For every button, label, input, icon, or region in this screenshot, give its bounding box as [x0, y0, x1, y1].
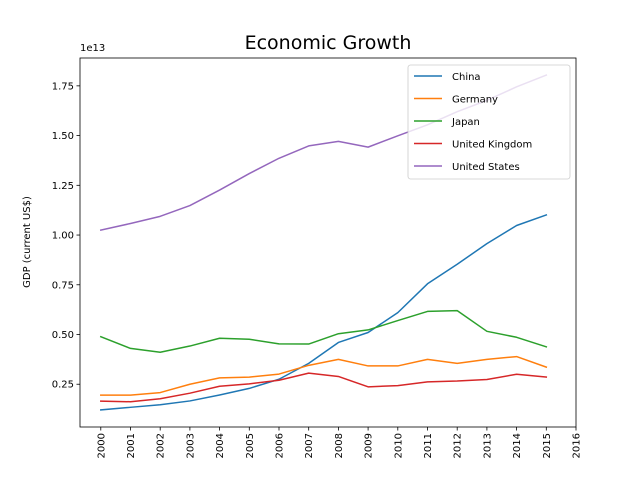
- x-tick-label: 2007: [304, 433, 315, 458]
- axes-frame: [79, 57, 577, 428]
- x-tick-label: 2006: [274, 433, 285, 458]
- y-tick-label: 1.25: [52, 181, 74, 192]
- plot-area: 2000 2001 2002 2003 2004 2005 2006 2007 2008 2009…: [52, 57, 583, 458]
- x-tick-label: 2014: [512, 433, 523, 458]
- x-tick-label: 2000: [96, 433, 107, 458]
- legend-label-germany: Germany: [452, 95, 498, 106]
- x-tick-label: 2001: [126, 433, 137, 458]
- y-offset-label: 1e13: [80, 43, 105, 54]
- x-tick-label: 2005: [245, 433, 256, 458]
- y-axis-label: GDP (current US$): [22, 196, 33, 288]
- series-line-china: [99, 213, 548, 411]
- y-tick-label: 0.75: [52, 280, 74, 291]
- legend-label-united-kingdom: United Kingdom: [452, 140, 532, 151]
- y-tick-label: 1.75: [52, 81, 74, 92]
- series-line-japan: [99, 309, 548, 353]
- x-tick-label: 2016: [572, 433, 583, 458]
- x-tick-label: 2012: [453, 433, 464, 458]
- x-tick-label: 2009: [364, 433, 375, 458]
- y-tick-label: 0.50: [52, 330, 74, 341]
- y-tick-label: 1.00: [52, 231, 74, 242]
- legend-label-japan: Japan: [451, 117, 480, 128]
- x-tick-label: 2011: [423, 433, 434, 458]
- x-tick-label: 2008: [334, 433, 345, 458]
- x-tick-label: 2002: [156, 433, 167, 458]
- x-tick-label: 2004: [215, 433, 226, 458]
- x-tick-label: 2003: [185, 433, 196, 458]
- y-tick-label: 1.50: [52, 131, 74, 142]
- legend-box: [407, 64, 571, 180]
- y-tick-label: 0.25: [52, 380, 74, 391]
- x-tick-label: 2013: [482, 433, 493, 458]
- legend-label-china: China: [452, 72, 481, 83]
- legend-label-united-states: United States: [452, 162, 520, 173]
- legend: China Germany Japan United Kingdom United St…: [407, 64, 571, 180]
- series-line-united-kingdom: [100, 372, 548, 403]
- x-tick-label: 2010: [393, 433, 404, 458]
- series-line-germany: [100, 355, 548, 396]
- chart-title: Economic Growth: [245, 32, 412, 54]
- x-tick-label: 2015: [542, 433, 553, 458]
